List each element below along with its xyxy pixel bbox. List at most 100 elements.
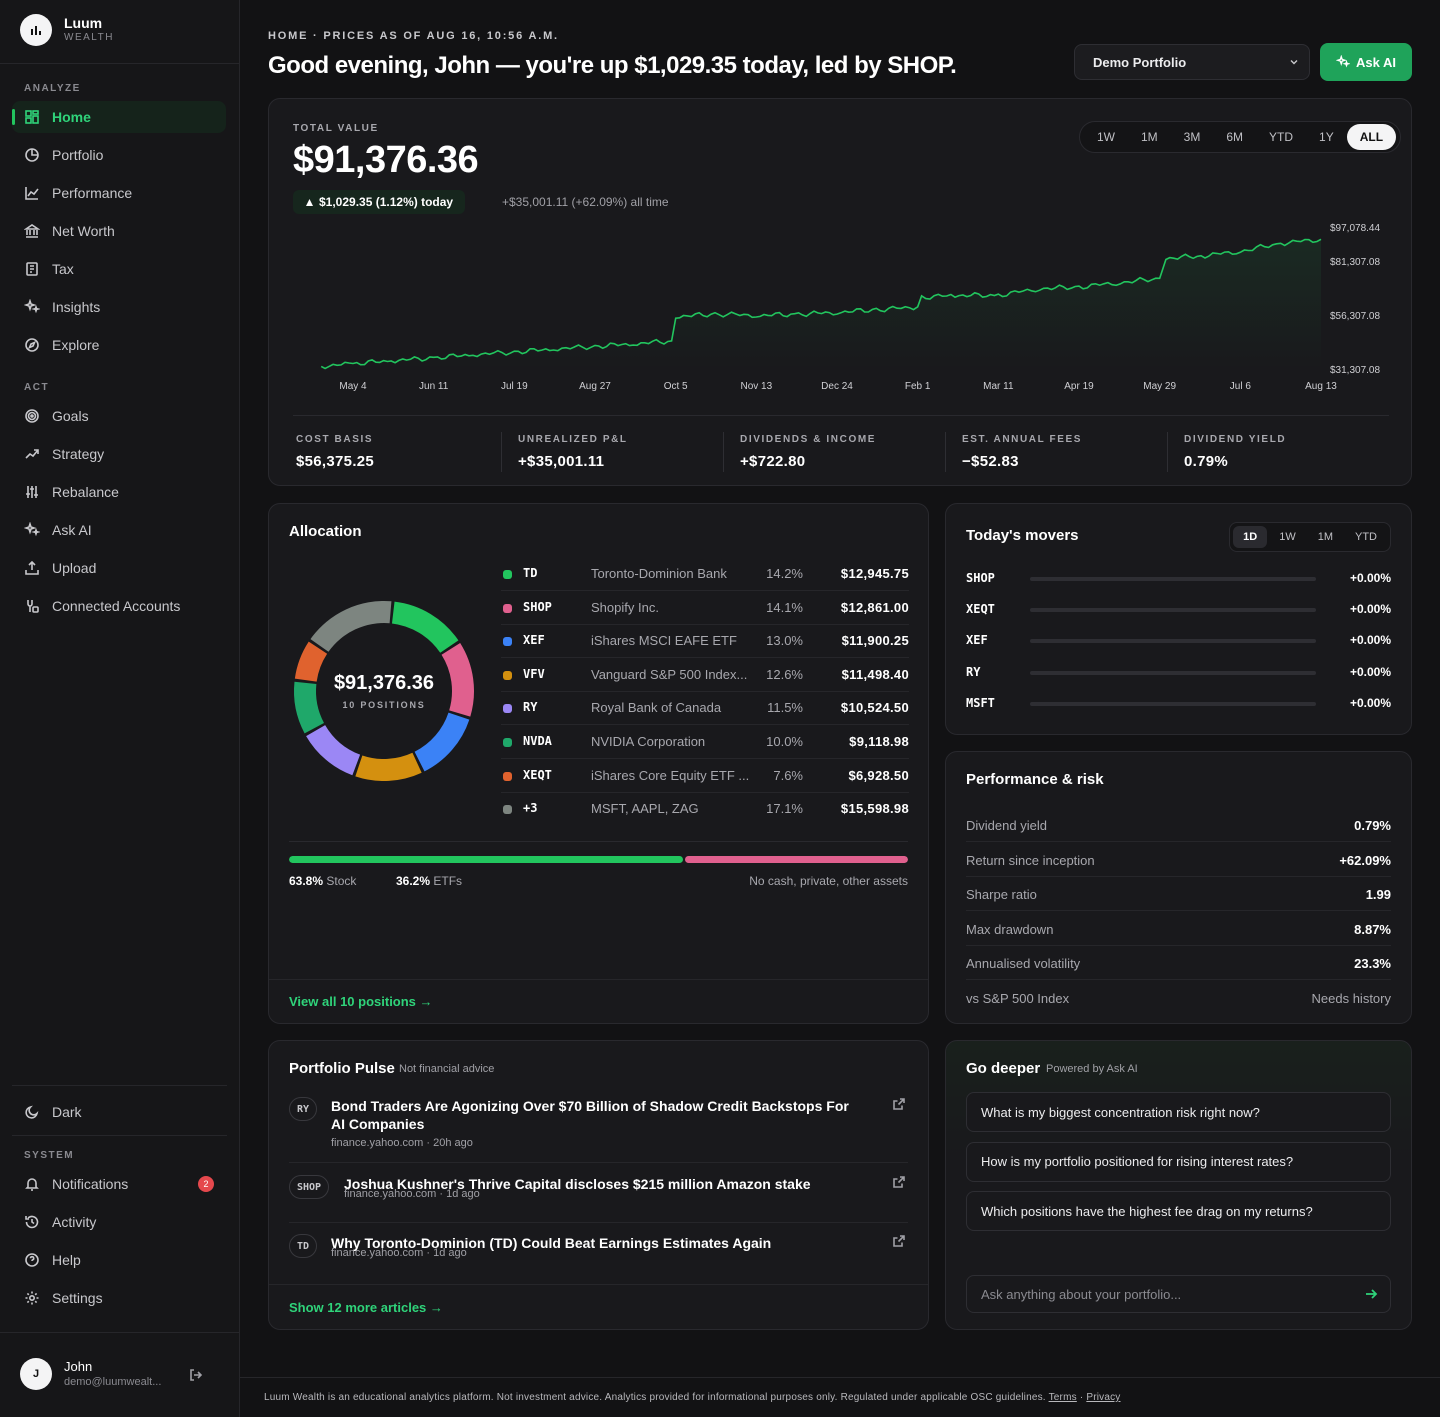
external-link-icon[interactable] [892,1234,906,1248]
x-tick-label: May 29 [1143,381,1176,392]
holding-row-shop[interactable]: SHOP Shopify Inc. 14.1% $12,861.00 [501,591,909,625]
user-profile[interactable]: J John demo@luumwealt... [20,1358,161,1390]
risk-row-max-drawdown: Max drawdown 8.87% [966,912,1391,946]
range-tab-1y[interactable]: 1Y [1319,130,1334,144]
pulse-subtitle: Not financial advice [399,1063,495,1075]
news-title[interactable]: Bond Traders Are Agonizing Over $70 Bill… [331,1098,849,1132]
range-tab-all[interactable]: ALL [1346,124,1397,150]
donut-slice-shop[interactable] [441,643,474,717]
news-title[interactable]: Joshua Kushner's Thrive Capital disclose… [344,1176,811,1192]
portfolio-select[interactable]: Demo Portfolio [1074,44,1310,80]
x-tick-label: Nov 13 [740,381,772,392]
brand[interactable]: Luum WEALTH [20,14,114,46]
holding-row-vfv[interactable]: VFV Vanguard S&P 500 Index... 12.6% $11,498… [501,658,909,692]
holding-row-other[interactable]: +3 MSFT, AAPL, ZAG 17.1% $15,598.98 [501,792,909,826]
x-tick-label: Jun 11 [419,381,449,392]
sidebar-item-label: Connected Accounts [52,598,181,614]
risk-value: Needs history [1311,990,1391,1006]
bank-icon [24,223,40,239]
ask-ai-button[interactable]: Ask AI [1320,43,1412,81]
ask-ai-label: Ask AI [1356,54,1396,70]
sidebar-item-net-worth[interactable]: Net Worth [12,215,226,247]
sparkle-icon [24,522,40,538]
external-link-icon[interactable] [892,1175,906,1189]
sidebar-item-insights[interactable]: Insights [12,291,226,323]
mover-change-bar [1030,608,1316,612]
help-icon [24,1252,40,1268]
mover-row-xeqt[interactable]: XEQT +0.00% [966,599,1391,619]
sidebar-item-rebalance[interactable]: Rebalance [12,476,226,508]
holding-value: $11,498.40 [841,666,909,682]
sidebar-item-activity[interactable]: Activity [12,1206,226,1238]
logout-icon[interactable] [188,1367,204,1383]
mover-row-ry[interactable]: RY +0.00% [966,662,1391,682]
donut-slice-xeqt[interactable] [294,641,328,682]
sidebar-item-performance[interactable]: Performance [12,177,226,209]
sidebar-item-notifications[interactable]: Notifications 2 [12,1168,226,1200]
range-tab-1w[interactable]: 1W [1097,130,1115,144]
suggested-question-button[interactable]: What is my biggest concentration risk ri… [966,1092,1391,1132]
privacy-link[interactable]: Privacy [1086,1392,1121,1403]
range-tab-6m[interactable]: 6M [1226,130,1244,144]
y-tick-label: $56,307.08 [1330,311,1380,322]
sidebar-item-portfolio[interactable]: Portfolio [12,139,226,171]
holding-row-xeqt[interactable]: XEQT iShares Core Equity ETF ... 7.6% $6,92… [501,759,909,793]
holding-name: iShares Core Equity ETF ... [591,767,750,783]
donut-slice-xef[interactable] [414,712,470,772]
terms-link[interactable]: Terms [1048,1392,1077,1403]
mover-ticker: SHOP [966,571,995,585]
split-etfs-pct: 36.2% [396,874,431,888]
sidebar-item-goals[interactable]: Goals [12,400,226,432]
sidebar-item-tax[interactable]: Tax [12,253,226,285]
breadcrumb: HOME · PRICES AS OF AUG 16, 10:56 A.M. [268,30,559,42]
donut-slice-ry[interactable] [306,725,361,776]
sidebar-item-upload[interactable]: Upload [12,552,226,584]
holding-row-ry[interactable]: RY Royal Bank of Canada 11.5% $10,524.50 [501,691,909,726]
movers-tab-ytd[interactable]: YTD [1355,531,1377,543]
mover-row-msft[interactable]: MSFT +0.00% [966,693,1391,713]
section-label-analyze: ANALYZE [24,83,81,94]
external-link-icon[interactable] [892,1097,906,1111]
metric-est-annual-fees: EST. ANNUAL FEES −$52.83 [962,434,1082,472]
show-more-articles-link[interactable]: Show 12 more articles → [289,1300,443,1315]
holding-value: $12,945.75 [840,566,909,581]
news-title[interactable]: Why Toronto-Dominion (TD) Could Beat Ear… [331,1235,772,1251]
suggested-question-button[interactable]: How is my portfolio positioned for risin… [966,1141,1391,1182]
sidebar-item-connected-accounts[interactable]: Connected Accounts [12,590,226,622]
movers-tab-1d[interactable]: 1D [1233,526,1268,548]
movers-tab-1m[interactable]: 1M [1317,531,1333,543]
holding-row-td[interactable]: TD Toronto-Dominion Bank 14.2% $12,945.75 [501,557,909,591]
send-arrow-icon[interactable] [1364,1287,1378,1301]
mover-row-shop[interactable]: SHOP +0.00% [966,568,1391,588]
performance-risk-card: Performance & risk Dividend yield 0.79% Re… [945,751,1412,1024]
sparkle-icon [1336,55,1350,68]
range-tab-1m[interactable]: 1M [1141,130,1158,144]
sidebar-item-home[interactable]: Home [12,101,226,133]
home-grid-icon [24,109,40,125]
sidebar-item-explore[interactable]: Explore [12,329,226,361]
sidebar-item-help[interactable]: Help [12,1244,226,1276]
movers-tab-1w[interactable]: 1W [1279,531,1296,543]
donut-slice-other[interactable] [310,601,392,652]
donut-slice-td[interactable] [391,601,459,653]
suggested-question-button[interactable]: Which positions have the highest fee dra… [966,1191,1391,1231]
total-value: $91,376.36 [293,139,479,181]
view-all-positions-link[interactable]: View all 10 positions → [289,994,433,1009]
sidebar-item-settings[interactable]: Settings [12,1282,226,1314]
holding-row-nvda[interactable]: NVDA NVIDIA Corporation 10.0% $9,118.98 [501,725,909,759]
donut-slice-nvda[interactable] [294,681,324,734]
sidebar-item-ask-ai[interactable]: Ask AI [12,514,226,546]
news-source: finance.yahoo.com · 1d ago [344,1188,480,1200]
page-title: Good evening, John — you're up $1,029.35… [268,52,957,79]
theme-toggle[interactable]: Dark [12,1096,226,1128]
mover-row-xef[interactable]: XEF +0.00% [966,630,1391,650]
holding-color-swatch [503,670,512,680]
range-tab-ytd[interactable]: YTD [1269,130,1294,144]
total-value-label: TOTAL VALUE [293,123,379,134]
sidebar-item-strategy[interactable]: Strategy [12,438,226,470]
metric-label: UNREALIZED P&L [518,434,628,445]
donut-slice-vfv[interactable] [355,752,422,781]
ask-ai-input[interactable] [966,1275,1391,1313]
range-tab-3m[interactable]: 3M [1183,130,1201,144]
holding-row-xef[interactable]: XEF iShares MSCI EAFE ETF 13.0% $11,900.25 [501,624,909,659]
